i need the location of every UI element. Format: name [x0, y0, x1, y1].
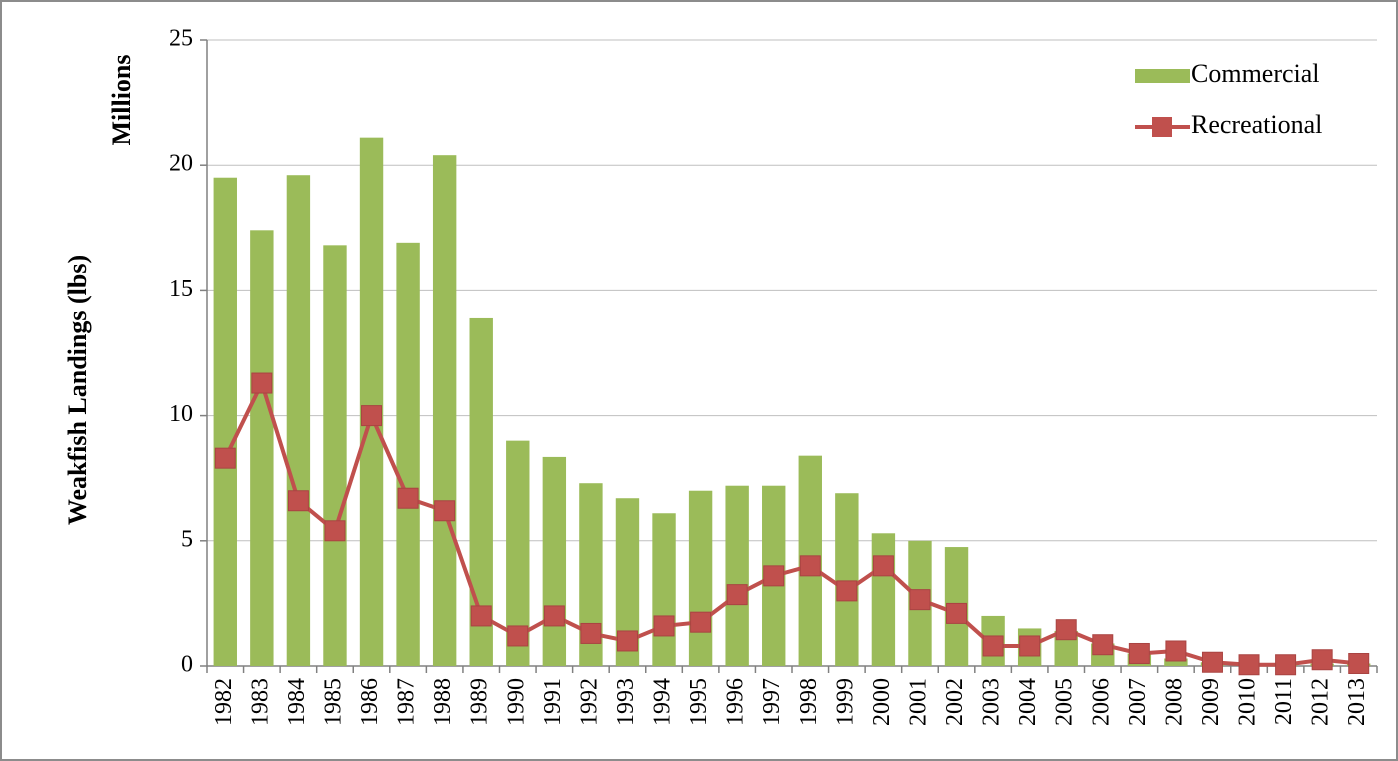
marker — [690, 611, 712, 633]
bar — [615, 498, 640, 666]
marker — [1165, 640, 1187, 662]
marker — [1019, 635, 1041, 657]
x-tick-label: 2000 — [869, 678, 895, 726]
bar — [725, 485, 749, 666]
x-tick-label: 1987 — [394, 678, 420, 726]
x-tick-label: 2005 — [1052, 678, 1078, 726]
bar — [286, 175, 311, 666]
y-axis-unit: Millions — [107, 54, 136, 145]
legend-swatch — [1135, 69, 1190, 83]
x-tick-label: 2001 — [905, 678, 931, 726]
bar — [323, 245, 347, 666]
bar — [871, 533, 896, 666]
marker — [214, 447, 236, 469]
x-tick-label: 1997 — [759, 678, 785, 726]
marker — [982, 635, 1004, 657]
x-tick-label: 2002 — [942, 678, 968, 726]
y-tick-label: 15 — [169, 276, 193, 302]
x-tick-label: 1989 — [467, 678, 493, 726]
x-tick-label: 1994 — [650, 678, 676, 726]
x-tick-label: 1990 — [503, 678, 529, 726]
marker — [580, 622, 602, 644]
bar — [652, 513, 676, 666]
bar — [250, 230, 274, 666]
y-tick-label: 5 — [181, 526, 193, 552]
marker — [470, 605, 492, 627]
bar — [506, 440, 530, 666]
x-tick-label: 2009 — [1198, 678, 1224, 726]
y-tick-label: 25 — [169, 26, 193, 52]
x-tick-label: 2003 — [979, 678, 1005, 726]
x-tick-label: 1998 — [796, 678, 822, 726]
x-tick-label: 2012 — [1308, 678, 1334, 726]
y-tick-label: 10 — [169, 401, 193, 427]
bar — [688, 490, 713, 666]
legend-label: Commercial — [1191, 59, 1320, 88]
marker — [251, 372, 273, 394]
marker — [1311, 649, 1333, 671]
marker — [324, 520, 346, 542]
x-tick-label: 1995 — [686, 678, 712, 726]
marker — [543, 605, 565, 627]
x-tick-label: 2013 — [1344, 678, 1370, 726]
marker — [616, 630, 638, 652]
x-tick-label: 1992 — [576, 678, 602, 726]
bar — [469, 317, 493, 666]
legend-marker — [1152, 117, 1172, 137]
marker — [1128, 642, 1150, 664]
marker — [434, 500, 456, 522]
x-tick-label: 1993 — [613, 678, 639, 726]
marker — [287, 490, 309, 512]
bar — [213, 177, 237, 666]
x-tick-label: 2004 — [1015, 678, 1041, 726]
marker — [361, 405, 383, 427]
bar — [579, 483, 603, 666]
x-tick-label: 2006 — [1088, 678, 1114, 726]
x-tick-label: 1986 — [357, 678, 383, 726]
marker — [909, 589, 931, 611]
marker — [653, 615, 675, 637]
marker — [1348, 652, 1370, 674]
bar — [835, 493, 859, 666]
marker — [1238, 654, 1260, 676]
bar — [359, 137, 384, 666]
y-axis-title: Weakfish Landings (lbs) — [63, 255, 92, 525]
y-tick-label: 20 — [169, 151, 193, 177]
x-tick-label: 2011 — [1271, 678, 1297, 725]
bar — [542, 456, 567, 666]
x-tick-label: 2008 — [1161, 678, 1187, 726]
marker — [1092, 634, 1114, 656]
x-tick-label: 2010 — [1235, 678, 1261, 726]
x-tick-label: 1988 — [430, 678, 456, 726]
marker — [872, 555, 894, 577]
marker — [1201, 651, 1223, 673]
bar — [432, 155, 457, 666]
marker — [726, 584, 748, 606]
x-tick-label: 1984 — [284, 678, 310, 726]
y-tick-label: 0 — [181, 652, 193, 678]
marker — [1275, 654, 1297, 676]
x-tick-label: 1983 — [247, 678, 273, 726]
marker — [799, 555, 821, 577]
marker — [946, 602, 968, 624]
x-tick-label: 1985 — [320, 678, 346, 726]
marker — [763, 565, 785, 587]
marker — [836, 580, 858, 602]
marker — [397, 487, 419, 509]
x-tick-label: 1991 — [540, 678, 566, 726]
legend-label: Recreational — [1191, 110, 1322, 139]
x-tick-label: 2007 — [1125, 678, 1151, 726]
marker — [507, 625, 529, 647]
x-tick-label: 1999 — [832, 678, 858, 726]
bar — [396, 242, 420, 666]
x-tick-label: 1996 — [723, 678, 749, 726]
marker — [1055, 619, 1077, 641]
bar — [1164, 658, 1188, 666]
x-tick-label: 1982 — [211, 678, 237, 726]
